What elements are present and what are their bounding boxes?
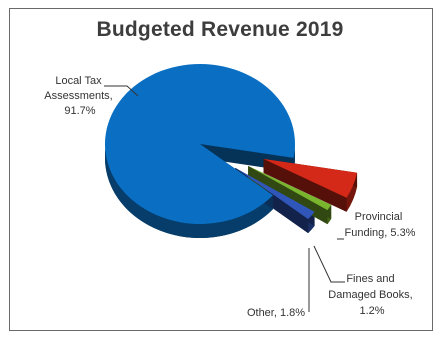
slice-label-fines-line2: Damaged Books, — [328, 289, 412, 301]
slice-label-fines-line1: Fines and — [346, 273, 394, 285]
slice-label-other: Other, 1.8% — [247, 307, 305, 319]
slice-label-fines: Fines and Damaged Books, 1.2% — [328, 273, 415, 317]
slice-label-provincial-line2: Funding, 5.3% — [345, 227, 416, 239]
slice-label-local-tax-line1: Local Tax — [55, 75, 102, 87]
slice-label-local-tax-line3: 91.7% — [64, 105, 95, 117]
pie-top — [105, 64, 357, 224]
slice-label-provincial-line1: Provincial — [355, 211, 403, 223]
slice-label-local-tax-line2: Assessments, — [44, 90, 112, 102]
slice-label-provincial: Provincial Funding, 5.3% — [345, 211, 416, 239]
slice-label-other-line1: Other, 1.8% — [247, 307, 305, 319]
slice-label-local-tax: Local Tax Assessments, 91.7% — [44, 75, 116, 117]
slice-local-tax — [105, 64, 295, 224]
slice-label-fines-line3: 1.2% — [359, 305, 384, 317]
leader-line-fines — [314, 246, 345, 282]
